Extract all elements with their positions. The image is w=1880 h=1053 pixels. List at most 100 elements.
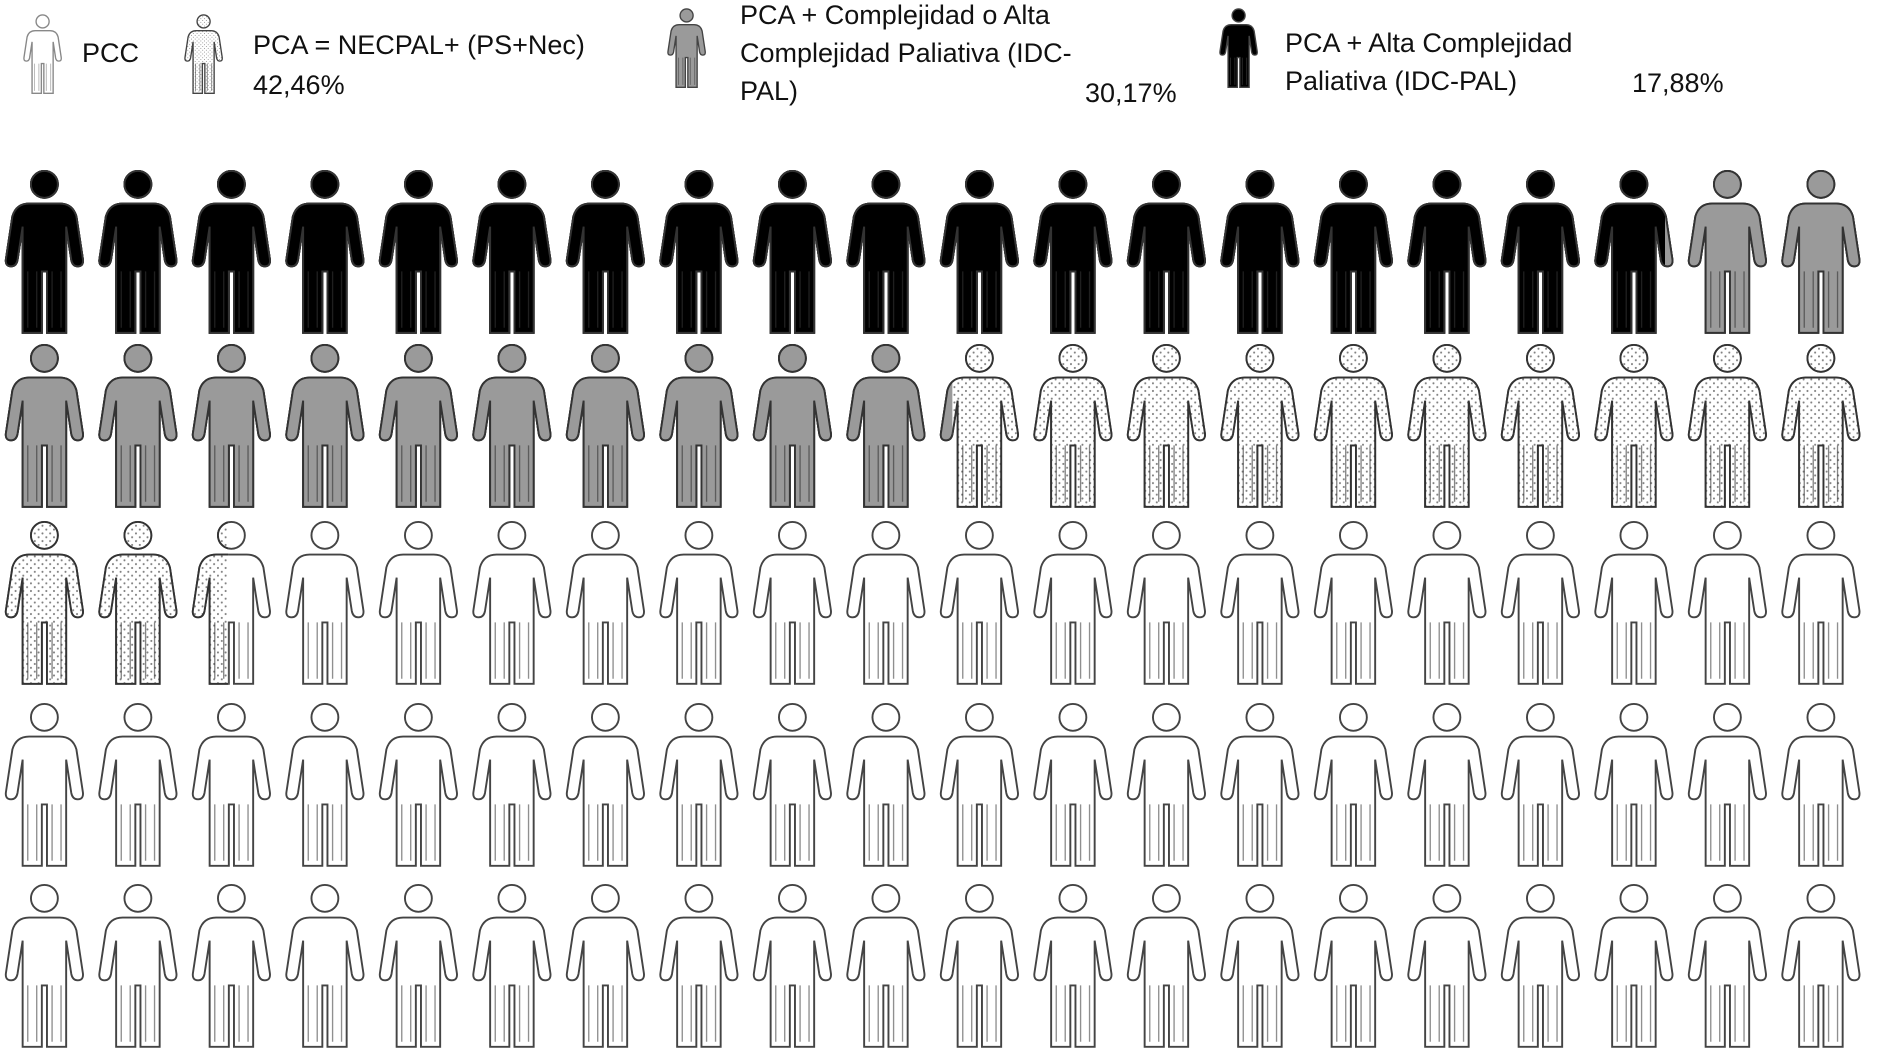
- person-icon: [4, 169, 84, 334]
- person-icon: [846, 169, 926, 334]
- icon-fill: [1220, 343, 1300, 508]
- icon-fill: [1313, 343, 1393, 508]
- person-icon: [378, 169, 458, 334]
- person-icon: [1220, 702, 1300, 867]
- person-icon: [1407, 169, 1487, 334]
- person-icon: [659, 883, 739, 1048]
- person-icon: [1594, 169, 1674, 334]
- person-icon: [1407, 702, 1487, 867]
- icon-fill: [472, 343, 552, 508]
- icon-fill: [1687, 169, 1767, 334]
- legend-icon: [184, 14, 223, 95]
- icon-fill: [378, 169, 458, 334]
- person-icon: [1033, 169, 1113, 334]
- icon-fill: [939, 343, 1019, 508]
- person-icon: [1126, 520, 1206, 685]
- person-icon: [1687, 702, 1767, 867]
- person-icon: [1687, 169, 1767, 334]
- person-icon: [1781, 883, 1861, 1048]
- person-icon: [285, 169, 365, 334]
- person-icon: [659, 702, 739, 867]
- legend-icon: [667, 8, 706, 89]
- person-icon: [752, 702, 832, 867]
- person-icon: [1220, 520, 1300, 685]
- person-icon: [752, 883, 832, 1048]
- person-icon: [752, 343, 832, 508]
- person-icon: [1500, 343, 1580, 508]
- person-icon: [98, 883, 178, 1048]
- person-icon: [1313, 520, 1393, 685]
- person-icon: [565, 702, 645, 867]
- person-icon: [565, 343, 645, 508]
- person-icon: [4, 343, 84, 508]
- person-icon: [939, 883, 1019, 1048]
- person-icon: [1220, 883, 1300, 1048]
- person-icon: [939, 520, 1019, 685]
- person-icon: [1500, 702, 1580, 867]
- icon-fill: [285, 169, 365, 334]
- person-icon: [659, 520, 739, 685]
- person-icon: [1126, 883, 1206, 1048]
- person-icon: [98, 169, 178, 334]
- person-icon: [1781, 169, 1861, 334]
- legend-value: 30,17%: [1085, 78, 1177, 108]
- icon-fill: [1407, 169, 1487, 334]
- icon-fill: [1126, 169, 1206, 334]
- person-icon: [1033, 520, 1113, 685]
- icon-fill: [472, 169, 552, 334]
- person-icon: [1220, 343, 1300, 508]
- icon-fill: [1594, 343, 1674, 508]
- icon-fill: [939, 169, 1019, 334]
- person-icon: [1033, 702, 1113, 867]
- person-icon: [752, 520, 832, 685]
- icon-fill: [752, 343, 832, 508]
- icon-fill: [4, 169, 84, 334]
- person-icon: [4, 520, 84, 685]
- icon-fill: [1781, 169, 1861, 334]
- icon-fill: [98, 169, 178, 334]
- person-icon: [659, 343, 739, 508]
- person-icon: [1407, 520, 1487, 685]
- person-icon: [1313, 702, 1393, 867]
- icon-fill: [98, 343, 178, 508]
- person-icon: [472, 169, 552, 334]
- person-icon: [4, 883, 84, 1048]
- person-icon: [1126, 702, 1206, 867]
- person-icon: [472, 343, 552, 508]
- person-icon: [1313, 883, 1393, 1048]
- person-icon: [378, 702, 458, 867]
- person-icon: [1500, 520, 1580, 685]
- icon-fill: [1220, 169, 1300, 334]
- icon-fill: [1033, 343, 1113, 508]
- person-icon: [659, 169, 739, 334]
- person-icon: [98, 702, 178, 867]
- legend-label: PCA + Alta Complejidad Paliativa (IDC-PA…: [1285, 28, 1573, 96]
- person-icon: [191, 520, 271, 685]
- person-icon: [1781, 343, 1861, 508]
- icon-fill: [1407, 343, 1487, 508]
- person-icon: [1313, 169, 1393, 334]
- icon-fill: [565, 343, 645, 508]
- person-icon: [1594, 883, 1674, 1048]
- icon-fill: [378, 343, 458, 508]
- person-icon: [939, 343, 1019, 508]
- icon-fill: [659, 343, 739, 508]
- person-icon: [285, 883, 365, 1048]
- person-icon: [1407, 343, 1487, 508]
- icon-fill: [1033, 169, 1113, 334]
- person-icon: [846, 520, 926, 685]
- person-icon: [472, 520, 552, 685]
- person-icon: [1594, 520, 1674, 685]
- person-icon: [98, 520, 178, 685]
- person-icon: [191, 883, 271, 1048]
- icon-fill: [4, 343, 84, 508]
- person-icon: [378, 883, 458, 1048]
- person-icon: [939, 702, 1019, 867]
- icon-fill: [4, 520, 84, 685]
- person-icon: [1687, 883, 1767, 1048]
- person-icon: [1313, 343, 1393, 508]
- person-icon: [378, 343, 458, 508]
- icon-fill: [846, 169, 926, 334]
- icon-fill: [1781, 343, 1861, 508]
